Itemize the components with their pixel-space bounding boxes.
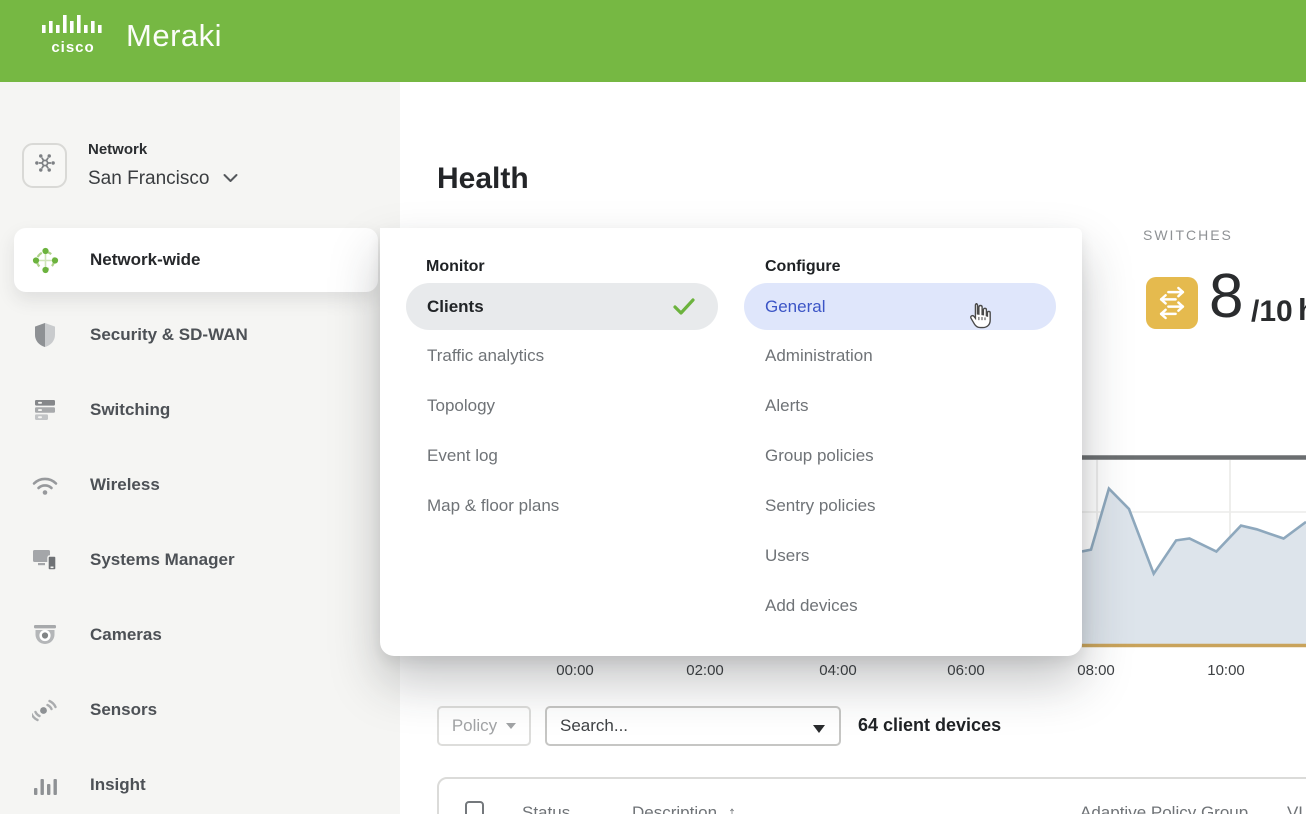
sidebar-item-network-wide[interactable]: Network-wide <box>14 228 378 292</box>
sidebar-item-switching[interactable]: Switching <box>0 378 400 442</box>
sidebar-item-label: Cameras <box>90 625 162 644</box>
sidebar: Network San Francisco Network-w <box>0 82 400 814</box>
network-selector-icon-box <box>22 143 67 188</box>
sort-ascending-icon: ↑ <box>727 803 737 814</box>
x-tick: 00:00 <box>556 662 594 679</box>
cisco-wordmark: cisco <box>51 39 95 56</box>
menu-item-clients[interactable]: Clients <box>406 283 718 330</box>
chart-area-series <box>1082 488 1306 644</box>
sidebar-item-label: Switching <box>90 400 171 419</box>
switch-icon <box>1146 277 1198 329</box>
switches-clipped-text: h <box>1298 292 1306 328</box>
check-icon <box>672 297 696 321</box>
connectivity-area-chart <box>1081 455 1306 652</box>
sidebar-item-insight[interactable]: Insight <box>0 753 400 814</box>
x-tick: 04:00 <box>819 662 857 679</box>
network-wide-flyout-menu: Monitor Clients Traffic analytics Topolo… <box>380 228 1082 656</box>
x-tick: 06:00 <box>947 662 985 679</box>
menu-item-label: Clients <box>427 296 484 316</box>
network-wide-icon <box>30 247 60 274</box>
client-search-box <box>545 706 841 746</box>
menu-item-traffic-analytics[interactable]: Traffic analytics <box>427 346 545 365</box>
sidebar-item-label: Sensors <box>90 700 158 719</box>
column-header-status[interactable]: Status <box>522 803 571 814</box>
policy-button-label: Policy <box>451 716 498 735</box>
chart-line-series <box>1081 486 1306 577</box>
menu-item-alerts[interactable]: Alerts <box>765 396 809 415</box>
sidebar-item-wireless[interactable]: Wireless <box>0 453 400 517</box>
switches-total: /10 <box>1251 295 1293 328</box>
sensor-icon <box>30 697 60 723</box>
camera-icon <box>30 623 60 647</box>
menu-item-group-policies[interactable]: Group policies <box>765 446 874 465</box>
network-name[interactable]: San Francisco <box>88 168 210 189</box>
bar-chart-icon <box>30 774 60 796</box>
menu-item-general[interactable]: General <box>744 283 1056 330</box>
menu-item-administration[interactable]: Administration <box>765 346 873 365</box>
network-label: Network <box>88 141 148 158</box>
switches-healthy-count: 8 <box>1209 262 1244 331</box>
sidebar-item-sensors[interactable]: Sensors <box>0 678 400 742</box>
cisco-bridge-icon <box>42 15 104 38</box>
search-dropdown-caret-icon[interactable] <box>813 725 825 733</box>
policy-filter-button[interactable]: Policy <box>437 706 531 746</box>
select-all-checkbox[interactable] <box>465 801 484 814</box>
sidebar-item-security-sd-wan[interactable]: Security & SD-WAN <box>0 303 400 367</box>
sidebar-item-label: Network-wide <box>90 250 201 269</box>
top-bar: cisco Meraki <box>0 0 1306 82</box>
clients-table: Status Description ↑ Adaptive Policy Gro… <box>437 777 1306 814</box>
menu-item-event-log[interactable]: Event log <box>427 446 498 465</box>
sidebar-item-systems-manager[interactable]: Systems Manager <box>0 528 400 592</box>
column-header-vlan-clipped[interactable]: VL <box>1287 803 1306 814</box>
sidebar-item-label: Systems Manager <box>90 550 235 569</box>
cursor-icon <box>966 301 992 336</box>
configure-column-title: Configure <box>765 258 841 275</box>
switches-section-label: SWITCHES <box>1143 227 1233 243</box>
network-selector[interactable]: San Francisco <box>88 168 238 190</box>
column-header-adaptive-policy-group[interactable]: Adaptive Policy Group <box>1080 803 1249 814</box>
menu-item-map-floor-plans[interactable]: Map & floor plans <box>427 496 560 515</box>
caret-down-icon <box>506 723 517 729</box>
cisco-meraki-logo[interactable]: cisco Meraki <box>42 15 222 56</box>
menu-item-label: General <box>765 296 826 316</box>
client-device-count: 64 client devices <box>858 715 1002 735</box>
shield-icon <box>30 322 60 348</box>
network-hub-icon <box>32 150 58 181</box>
search-input[interactable] <box>547 708 839 744</box>
page-title: Health <box>437 162 529 195</box>
x-tick: 10:00 <box>1207 662 1245 679</box>
sidebar-item-label: Wireless <box>90 475 160 494</box>
menu-item-users[interactable]: Users <box>765 546 810 565</box>
chart-x-axis: 00:00 02:00 04:00 06:00 08:00 10:00 <box>0 662 1306 682</box>
sidebar-item-cameras[interactable]: Cameras <box>0 603 400 667</box>
sidebar-item-label: Insight <box>90 775 146 794</box>
chevron-down-icon <box>223 170 238 188</box>
sidebar-item-label: Security & SD-WAN <box>90 325 248 344</box>
devices-icon <box>30 548 60 573</box>
menu-item-topology[interactable]: Topology <box>427 396 496 415</box>
column-header-label: Description <box>632 803 718 814</box>
x-tick: 08:00 <box>1077 662 1115 679</box>
wifi-icon <box>30 474 60 496</box>
monitor-column-title: Monitor <box>426 258 485 275</box>
column-header-description[interactable]: Description ↑ <box>632 803 736 814</box>
x-tick: 02:00 <box>686 662 724 679</box>
meraki-wordmark: Meraki <box>126 17 223 53</box>
menu-item-add-devices[interactable]: Add devices <box>765 596 858 615</box>
switch-stack-icon <box>30 397 60 423</box>
menu-item-sentry-policies[interactable]: Sentry policies <box>765 496 876 515</box>
